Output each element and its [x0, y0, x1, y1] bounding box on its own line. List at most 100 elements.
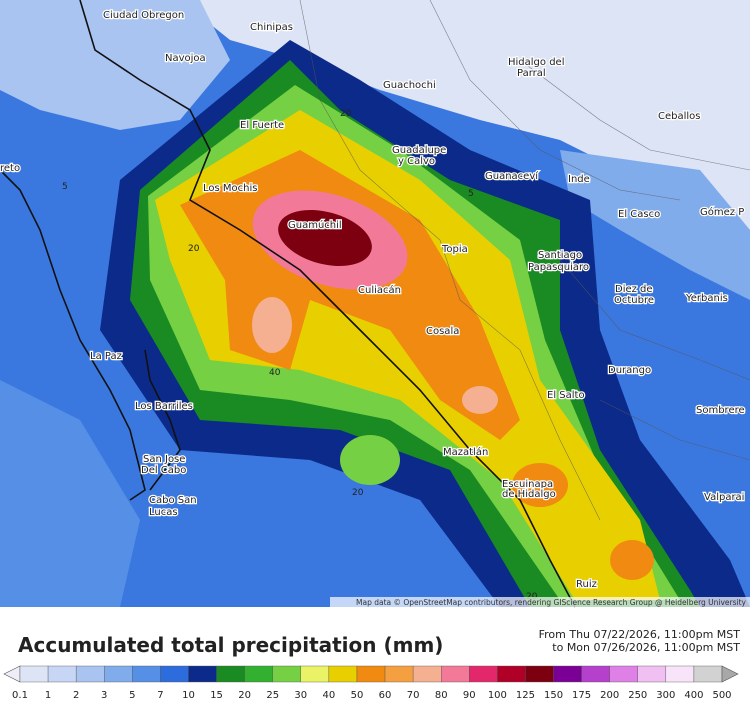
- place-label: El Salto: [547, 390, 585, 401]
- legend-swatch: [525, 665, 554, 683]
- legend-swatch: [356, 665, 386, 683]
- place-label: reto: [0, 163, 20, 174]
- legend-swatch: [328, 665, 358, 683]
- legend-label: 500: [712, 690, 731, 701]
- legend-label: 25: [266, 690, 279, 701]
- place-label: Del Cabo: [141, 465, 186, 476]
- legend-swatch: [384, 665, 414, 683]
- place-label: Sombrere: [696, 405, 745, 416]
- date-to: to Mon 07/26/2026, 11:00pm MST: [552, 641, 740, 654]
- place-label: Ruiz: [576, 579, 597, 590]
- light-area: [0, 0, 230, 130]
- legend-swatch: [300, 665, 330, 683]
- legend-label: 300: [656, 690, 675, 701]
- legend-label: 40: [323, 690, 336, 701]
- precip-25: [340, 435, 400, 485]
- place-label: Mazatlán: [443, 446, 488, 458]
- legend-swatch: [581, 665, 610, 683]
- place-label: Guadalupe: [392, 145, 446, 156]
- legend-swatch: [216, 665, 245, 683]
- place-label: Ceballos: [658, 111, 701, 122]
- legend-swatch: [19, 665, 49, 683]
- place-label: Cabo San: [149, 495, 197, 506]
- place-label: de Hidalgo: [502, 489, 556, 500]
- legend-arrow-high: [721, 665, 739, 683]
- dry-area: [0, 0, 750, 250]
- legend-label: 80: [435, 690, 448, 701]
- legend-label: 90: [463, 690, 476, 701]
- legend-label: 400: [684, 690, 703, 701]
- precip-125: [278, 209, 372, 267]
- precip-70: [462, 386, 498, 414]
- legend-label: 70: [407, 690, 420, 701]
- light-area: [0, 380, 140, 607]
- place-label: Culiacán: [358, 284, 401, 296]
- contour-label: 20: [188, 244, 200, 254]
- precip-50: [610, 540, 654, 580]
- place-label: Diez de: [615, 284, 653, 295]
- legend-swatch: [553, 665, 582, 683]
- contour-label: 20: [352, 488, 364, 498]
- place-label: Octubre: [614, 295, 654, 306]
- coastline: [79, 0, 576, 608]
- legend-swatch: [188, 665, 217, 683]
- place-label: y Calvo: [398, 156, 435, 167]
- contour-label: 5: [468, 189, 474, 199]
- place-label: San Jose: [143, 454, 185, 465]
- legend-swatch: [497, 665, 526, 683]
- legend-arrow-low: [3, 665, 21, 683]
- legend-label: 3: [101, 690, 107, 701]
- legend-swatch: [665, 665, 695, 683]
- place-label: Lucas: [149, 507, 178, 518]
- place-label: Los Mochis: [203, 183, 257, 194]
- place-label: Guanaceví: [485, 170, 539, 182]
- place-label: Escuinapa: [502, 479, 553, 490]
- place-label: Guamúchil: [288, 219, 342, 231]
- place-label: La Paz: [90, 351, 122, 362]
- legend-swatch: [441, 665, 470, 683]
- place-label: Guachochi: [383, 80, 436, 91]
- legend-swatch: [132, 665, 161, 683]
- legend-label: 10: [182, 690, 195, 701]
- contour-label: 5: [62, 182, 68, 192]
- legend-label: 50: [351, 690, 364, 701]
- place-label: Navojoa: [165, 53, 206, 64]
- legend-label: 2: [73, 690, 79, 701]
- place-label: Ciudad Obregon: [103, 10, 184, 21]
- coastline: [0, 169, 146, 501]
- legend-label: 125: [516, 690, 535, 701]
- place-label: Gómez P: [700, 206, 744, 218]
- map: Ciudad Obregon Chinipas Navojoa Guachoch…: [0, 0, 750, 608]
- legend-label: 30: [294, 690, 307, 701]
- attribution: Map data © OpenStreetMap contributors, r…: [356, 598, 747, 607]
- legend-label: 60: [379, 690, 392, 701]
- title: Accumulated total precipitation (mm): [18, 633, 443, 657]
- light-area: [560, 150, 750, 300]
- place-label: Valparai: [704, 492, 744, 503]
- place-label: El Fuerte: [240, 120, 284, 131]
- legend-swatch: [244, 665, 273, 683]
- legend-swatch: [47, 665, 77, 683]
- place-label: Yerbanis: [685, 293, 728, 304]
- legend-label: 1: [45, 690, 51, 701]
- place-label: El Casco: [618, 209, 660, 220]
- legend-label: 0.1: [12, 690, 28, 701]
- date-from: From Thu 07/22/2026, 11:00pm MST: [539, 628, 741, 641]
- place-label: Los Barriles: [135, 401, 193, 412]
- legend-swatch: [637, 665, 667, 683]
- legend-label: 150: [544, 690, 563, 701]
- precip-50: [512, 463, 568, 507]
- attribution-bg: [330, 597, 750, 607]
- legend-swatch: [272, 665, 302, 683]
- precip-70: [252, 297, 292, 353]
- contour-label: 20: [340, 109, 352, 119]
- place-label: Cosala: [426, 326, 459, 337]
- borders: [299, 0, 750, 521]
- contour-label: 40: [269, 368, 281, 378]
- legend-swatch: [693, 665, 723, 683]
- legend-swatch: [75, 665, 105, 683]
- legend-swatch: [104, 665, 133, 683]
- place-label: Chinipas: [250, 22, 293, 33]
- place-label: Durango: [608, 365, 651, 376]
